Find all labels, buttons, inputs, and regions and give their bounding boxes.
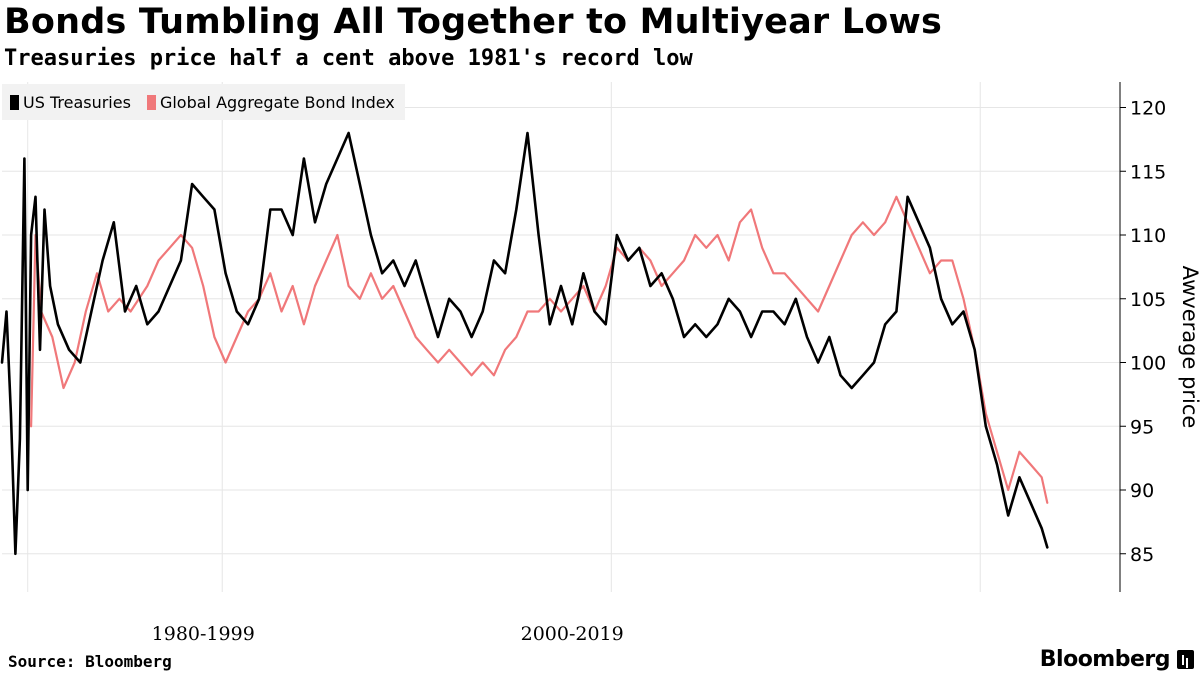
- series-lines: [0, 131, 1049, 556]
- legend-swatch-treasuries: [10, 94, 19, 110]
- chart-title: Bonds Tumbling All Together to Multiyear…: [4, 2, 943, 42]
- bloomberg-terminal-icon: [1177, 650, 1194, 669]
- y-axis-title: Awverage price: [1178, 266, 1200, 429]
- series-line-treasuries: [0, 131, 1049, 556]
- source-note: Source: Bloomberg: [8, 652, 172, 671]
- x-period-label: 2000-2019: [521, 623, 624, 645]
- series-line-global-aggregate: [30, 195, 1049, 504]
- bloomberg-logo: Bloomberg: [1039, 647, 1171, 672]
- y-tick-label: 120: [1130, 98, 1166, 120]
- legend-swatch-global-aggregate: [146, 94, 156, 110]
- chart-subtitle: Treasuries price half a cent above 1981'…: [4, 46, 693, 71]
- y-tick-label: 90: [1130, 480, 1154, 502]
- y-tick-label: 85: [1130, 544, 1154, 566]
- x-axis-labels: 1980-1999 2000-2019: [152, 623, 624, 645]
- y-axis: 85 90 95 100 105 110 115 120 Awverage price: [1119, 82, 1200, 592]
- y-tick-label: 105: [1130, 289, 1166, 311]
- y-tick-label: 95: [1130, 416, 1154, 438]
- legend-item-treasuries: US Treasuries: [10, 93, 131, 112]
- legend: US Treasuries Global Aggregate Bond Inde…: [2, 84, 405, 120]
- y-tick-label: 115: [1130, 161, 1166, 183]
- y-tick-label: 110: [1130, 225, 1166, 247]
- x-period-label: 1980-1999: [152, 623, 255, 645]
- legend-label-treasuries: US Treasuries: [23, 92, 131, 112]
- legend-item-global-aggregate: Global Aggregate Bond Index: [146, 92, 395, 112]
- y-tick-label: 100: [1130, 353, 1166, 375]
- legend-label-global-aggregate: Global Aggregate Bond Index: [159, 92, 395, 112]
- grid-lines: [2, 82, 1120, 592]
